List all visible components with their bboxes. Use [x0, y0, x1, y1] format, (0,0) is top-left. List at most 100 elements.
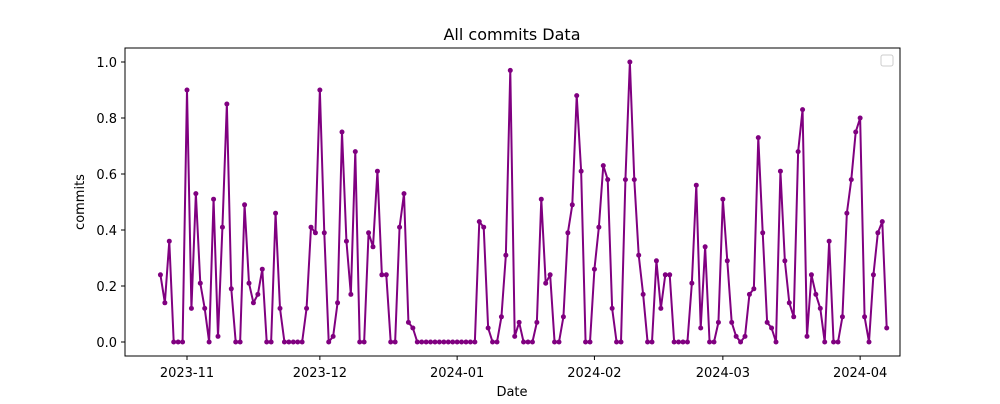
- data-point: [392, 339, 398, 345]
- data-point: [330, 333, 336, 339]
- data-point: [308, 224, 314, 230]
- data-point: [879, 219, 885, 225]
- data-point: [813, 291, 819, 297]
- data-point: [742, 333, 748, 339]
- data-point: [286, 339, 292, 345]
- data-point: [600, 163, 606, 169]
- data-point: [352, 149, 358, 155]
- data-point: [627, 59, 633, 65]
- data-point: [574, 93, 580, 99]
- data-point: [835, 339, 841, 345]
- data-point: [507, 67, 513, 73]
- data-point: [547, 272, 553, 278]
- data-point: [494, 339, 500, 345]
- data-point: [219, 224, 225, 230]
- data-point: [720, 196, 726, 202]
- data-point: [826, 238, 832, 244]
- y-tick-label: 0.8: [96, 112, 117, 127]
- data-point: [374, 168, 380, 174]
- data-point: [857, 115, 863, 121]
- data-point: [583, 339, 589, 345]
- data-point: [197, 280, 203, 286]
- data-point: [653, 258, 659, 264]
- data-point: [667, 272, 673, 278]
- data-point: [693, 182, 699, 188]
- data-point: [791, 314, 797, 320]
- data-point: [171, 339, 177, 345]
- data-point: [264, 339, 270, 345]
- data-point: [711, 339, 717, 345]
- data-point: [463, 339, 469, 345]
- data-point: [866, 339, 872, 345]
- data-point: [512, 333, 518, 339]
- data-point: [401, 191, 407, 197]
- data-point: [180, 339, 186, 345]
- data-point: [383, 272, 389, 278]
- data-point: [702, 244, 708, 250]
- data-point: [397, 224, 403, 230]
- data-point: [188, 305, 194, 311]
- data-point: [166, 238, 172, 244]
- data-point: [162, 300, 168, 306]
- y-tick-label: 1.0: [96, 56, 117, 71]
- data-point: [419, 339, 425, 345]
- data-point: [839, 314, 845, 320]
- data-point: [565, 230, 571, 236]
- data-point: [467, 339, 473, 345]
- data-point: [206, 339, 212, 345]
- data-point: [560, 314, 566, 320]
- data-point: [215, 333, 221, 339]
- data-point: [498, 314, 504, 320]
- data-point: [596, 224, 602, 230]
- data-point: [618, 339, 624, 345]
- data-point: [379, 272, 385, 278]
- data-point: [760, 230, 766, 236]
- data-point: [622, 177, 628, 183]
- data-point: [729, 319, 735, 325]
- data-point: [410, 325, 416, 331]
- data-point: [817, 305, 823, 311]
- data-point: [503, 252, 509, 258]
- data-point: [184, 87, 190, 93]
- data-point: [348, 291, 354, 297]
- data-point: [569, 202, 575, 208]
- data-point: [255, 291, 261, 297]
- data-point: [193, 191, 199, 197]
- data-point: [277, 305, 283, 311]
- data-point: [343, 238, 349, 244]
- data-point: [321, 230, 327, 236]
- data-point: [591, 266, 597, 272]
- data-point: [490, 339, 496, 345]
- data-point: [481, 224, 487, 230]
- data-point: [645, 339, 651, 345]
- data-point: [689, 280, 695, 286]
- data-point: [445, 339, 451, 345]
- data-point: [157, 272, 163, 278]
- data-point: [671, 339, 677, 345]
- data-point: [831, 339, 837, 345]
- data-point: [228, 286, 234, 292]
- data-point: [808, 272, 814, 278]
- data-point: [724, 258, 730, 264]
- data-point: [698, 325, 704, 331]
- data-point: [268, 339, 274, 345]
- data-point: [769, 325, 775, 331]
- data-point: [773, 339, 779, 345]
- data-point: [259, 266, 265, 272]
- data-point: [853, 129, 859, 135]
- data-point: [733, 333, 739, 339]
- x-tick-label: 2023-12: [293, 366, 347, 381]
- data-point: [684, 339, 690, 345]
- data-point: [844, 210, 850, 216]
- y-axis: 0.0 0.2 0.4 0.6 0.8 1.0: [96, 56, 125, 351]
- data-point: [339, 129, 345, 135]
- data-point: [485, 325, 491, 331]
- data-point: [746, 291, 752, 297]
- y-tick-label: 0.2: [96, 280, 117, 295]
- data-point: [587, 339, 593, 345]
- data-point: [552, 339, 558, 345]
- data-point: [715, 319, 721, 325]
- data-point: [459, 339, 465, 345]
- x-tick-label: 2024-04: [833, 366, 887, 381]
